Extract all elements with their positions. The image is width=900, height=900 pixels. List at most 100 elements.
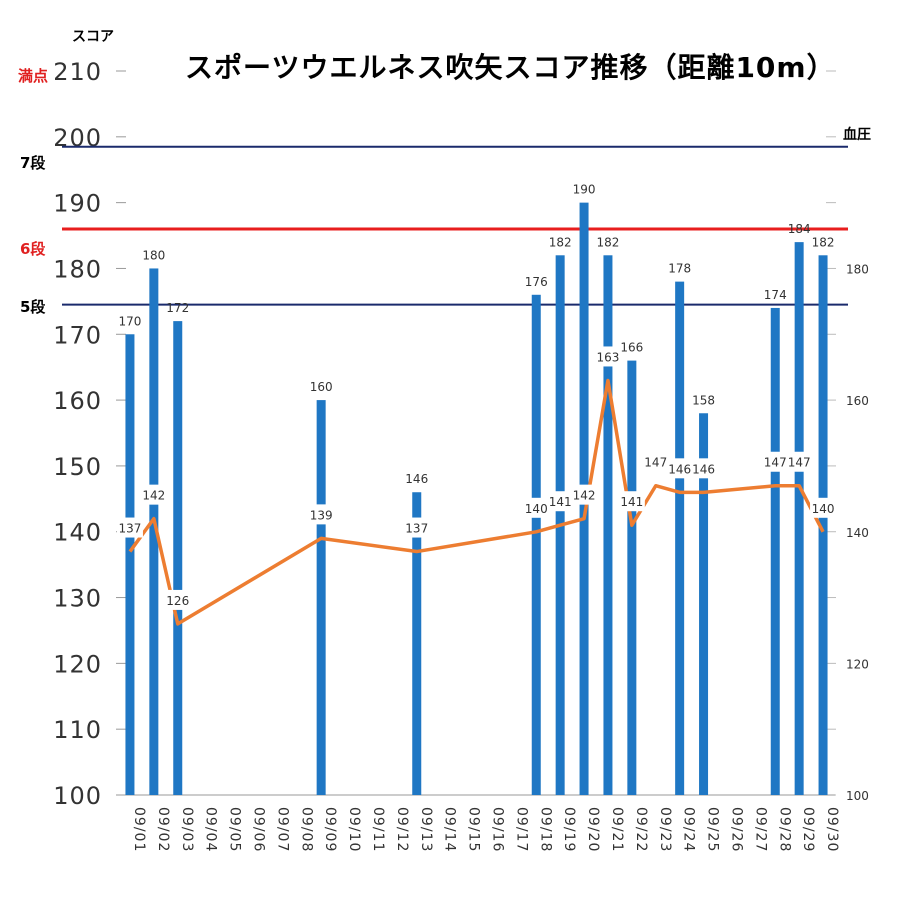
line-label-bg: [547, 491, 574, 512]
bar-value-label: 158: [692, 393, 715, 407]
x-tick-label: 09/29: [800, 807, 816, 852]
bar: [627, 360, 637, 795]
x-tick-label: 09/06: [250, 807, 266, 852]
bar: [603, 255, 613, 796]
line-value-label: 146: [668, 462, 691, 476]
line-value-label: 147: [788, 456, 811, 470]
line-label-bg: [140, 484, 167, 505]
left-tick-label: 150: [53, 453, 102, 481]
x-tick-label: 09/09: [322, 807, 338, 852]
x-tick-label: 09/12: [394, 807, 410, 852]
x-tick-label: 09/26: [728, 807, 744, 852]
bar: [412, 492, 422, 795]
bar-value-label: 184: [788, 222, 811, 236]
bar-value-label: 166: [620, 341, 643, 355]
bar: [316, 400, 326, 795]
line-value-label: 146: [692, 462, 715, 476]
x-tick-label: 09/15: [466, 807, 482, 852]
bar-value-label: 146: [405, 472, 428, 486]
line-value-label: 142: [142, 489, 165, 503]
bar: [531, 294, 541, 795]
bar-value-label: 172: [166, 301, 189, 315]
line-value-label: 140: [525, 502, 548, 516]
line-value-label: 137: [118, 522, 141, 536]
line-label-bg: [116, 517, 143, 538]
left-tick-label: 120: [53, 650, 102, 678]
x-tick-label: 09/25: [705, 807, 721, 852]
bar-value-label: 160: [310, 380, 333, 394]
x-tick-label: 09/02: [155, 807, 171, 852]
right-tick-label: 180: [846, 263, 869, 277]
ref-label-6dan: 6段: [20, 240, 46, 258]
left-tick-label: 210: [53, 58, 102, 86]
right-tick-label: 160: [846, 394, 869, 408]
line-label-bg: [403, 517, 430, 538]
x-tick-label: 09/08: [298, 807, 314, 852]
line-label-bg: [164, 589, 191, 610]
bar-value-label: 182: [549, 235, 572, 249]
bar: [675, 281, 685, 796]
x-tick-label: 09/20: [585, 807, 601, 852]
line-label-bg: [762, 451, 789, 472]
bar-value-label: 182: [596, 235, 619, 249]
x-tick-label: 09/04: [203, 807, 219, 852]
bar-value-label: 170: [118, 314, 141, 328]
left-tick-label: 170: [53, 321, 102, 349]
left-tick-label: 100: [53, 782, 102, 810]
line-label-bg: [786, 451, 813, 472]
x-tick-label: 09/22: [633, 807, 649, 852]
bar-value-label: 180: [142, 248, 165, 262]
bar: [794, 242, 804, 796]
line-value-label: 147: [764, 456, 787, 470]
line-value-label: 163: [596, 350, 619, 364]
x-tick-label: 09/18: [537, 807, 553, 852]
bar: [699, 413, 709, 795]
chart-title: スポーツウエルネス吹矢スコア推移（距離10m）: [185, 51, 836, 84]
line-value-label: 140: [812, 502, 835, 516]
line-label-bg: [810, 497, 837, 518]
x-tick-label: 09/17: [513, 807, 529, 852]
left-tick-label: 190: [53, 190, 102, 218]
line-value-label: 139: [310, 508, 333, 522]
line-label-bg: [666, 458, 693, 479]
x-tick-label: 09/24: [681, 807, 697, 852]
right-axis-title: 血圧: [843, 127, 871, 143]
line-label-bg: [571, 484, 598, 505]
line-value-label: 142: [573, 489, 596, 503]
right-tick-label: 120: [846, 657, 869, 671]
ref-label-7dan: 7段: [20, 154, 46, 172]
left-axis-title: スコア: [72, 29, 114, 45]
line-label-bg: [308, 504, 335, 525]
line-value-label: 147: [644, 456, 667, 470]
bar: [149, 268, 159, 795]
bar: [125, 334, 135, 795]
left-tick-label: 180: [53, 255, 102, 283]
bar: [818, 255, 828, 796]
bar-value-label: 174: [764, 288, 787, 302]
x-tick-label: 09/14: [442, 807, 458, 852]
bar-value-label: 190: [573, 183, 596, 197]
bar-value-label: 176: [525, 275, 548, 289]
x-tick-label: 09/13: [418, 807, 434, 852]
left-tick-label: 140: [53, 519, 102, 547]
x-tick-label: 09/30: [824, 807, 840, 852]
x-tick-label: 09/19: [561, 807, 577, 852]
x-tick-label: 09/05: [227, 807, 243, 852]
x-tick-label: 09/16: [489, 807, 505, 852]
x-tick-label: 09/10: [346, 807, 362, 852]
ref-label-max: 満点: [18, 67, 49, 85]
line-value-label: 141: [620, 495, 643, 509]
x-tick-label: 09/28: [776, 807, 792, 852]
x-tick-label: 09/23: [657, 807, 673, 852]
x-tick-label: 09/27: [752, 807, 768, 852]
line-value-label: 141: [549, 495, 572, 509]
bar: [770, 307, 780, 795]
x-tick-label: 09/07: [274, 807, 290, 852]
line-label-bg: [690, 458, 717, 479]
line-value-label: 137: [405, 522, 428, 536]
x-tick-label: 09/11: [370, 807, 386, 852]
right-tick-label: 140: [846, 526, 869, 540]
right-tick-label: 100: [846, 789, 869, 803]
left-tick-label: 130: [53, 585, 102, 613]
